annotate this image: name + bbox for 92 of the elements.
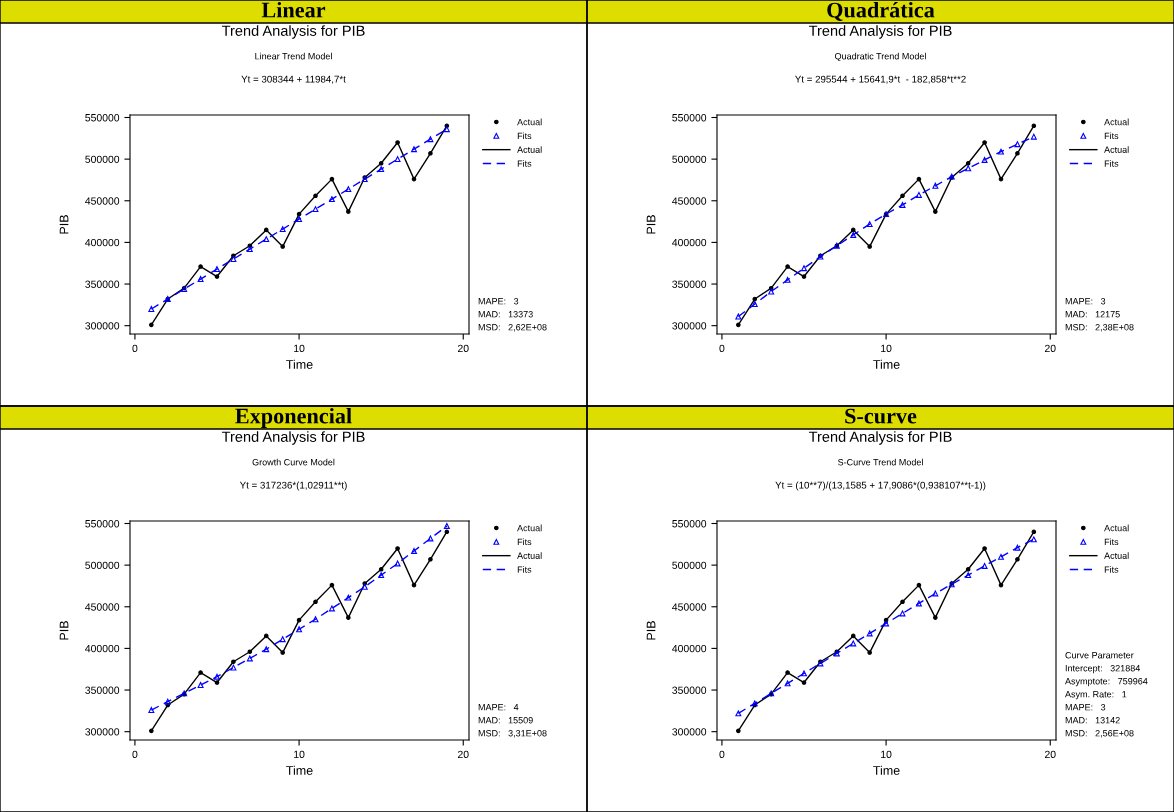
y-axis-title: PIB xyxy=(59,215,69,234)
y-tick-label: 550000 xyxy=(672,114,707,122)
chart-title: S-curve xyxy=(845,408,917,424)
legend-label: Actual xyxy=(517,118,542,126)
text: Fits xyxy=(1104,160,1119,167)
y-axis-title: PIB xyxy=(646,621,656,640)
text: Yt = 295544 + 15641,9*t - 182,858*t**2 xyxy=(795,75,966,84)
text: Asymptote: 759964 xyxy=(1065,678,1148,687)
x-tick-label: 0 xyxy=(132,750,138,759)
y-tick-label: 300000 xyxy=(672,322,707,330)
x-tick-label: 10 xyxy=(294,344,305,353)
y-tick-label: 550000 xyxy=(85,114,120,122)
y-tick-label: 350000 xyxy=(85,280,120,288)
text: Fits xyxy=(517,566,532,573)
chart-subtitle: Trend Analysis for PIB xyxy=(808,431,952,445)
text: MAD: 15509 xyxy=(478,717,533,724)
y-tick-label: 500000 xyxy=(672,155,707,164)
text: Intercept: 321884 xyxy=(1065,665,1141,674)
legend-label: Fits xyxy=(1104,538,1119,546)
y-tick-label: 350000 xyxy=(85,686,120,694)
x-axis-title: Time xyxy=(873,359,900,369)
y-tick-label: 350000 xyxy=(672,280,707,288)
x-axis-title: Time xyxy=(286,359,313,369)
y-tick-label: 550000 xyxy=(85,520,120,528)
y-tick-label: 300000 xyxy=(85,322,120,330)
x-tick-label: 20 xyxy=(1044,750,1056,759)
x-tick-label: 20 xyxy=(1044,344,1056,353)
x-tick-label: 10 xyxy=(881,750,892,759)
text: Actual xyxy=(517,552,542,559)
text: MSD: 2,62E+08 xyxy=(478,324,547,332)
text: S-Curve Trend Model xyxy=(838,458,923,466)
legend-label: Actual xyxy=(1104,524,1129,532)
x-axis-title: Time xyxy=(873,765,900,775)
y-axis-title: PIB xyxy=(59,621,69,640)
text: Yt = (10**7)/(13,1585 + 17,9086*(0,938107**t-1)) xyxy=(775,481,986,491)
x-tick-label: 0 xyxy=(132,344,138,353)
legend-label: Actual xyxy=(517,524,542,532)
y-tick-label: 350000 xyxy=(672,686,707,694)
y-tick-label: 500000 xyxy=(672,561,707,570)
text: Linear Trend Model xyxy=(255,52,332,60)
y-axis-title: PIB xyxy=(646,215,656,234)
text: MSD: 2,38E+08 xyxy=(1065,324,1134,332)
text: Quadratic Trend Model xyxy=(835,52,926,62)
text: MAPE: 3 xyxy=(478,298,519,305)
y-tick-label: 450000 xyxy=(85,603,120,611)
x-tick-label: 10 xyxy=(881,344,892,353)
x-tick-label: 20 xyxy=(457,750,469,759)
y-tick-label: 500000 xyxy=(85,155,120,164)
x-tick-label: 0 xyxy=(719,344,725,353)
y-tick-label: 400000 xyxy=(85,238,120,247)
text: MSD: 3,31E+08 xyxy=(478,730,547,738)
y-tick-label: 300000 xyxy=(672,728,707,736)
y-tick-label: 450000 xyxy=(85,197,120,205)
y-tick-label: 400000 xyxy=(85,644,120,653)
chart-title: Exponencial xyxy=(235,407,352,429)
text: Curve Parameter xyxy=(1065,652,1134,659)
text: Yt = 308344 + 11984,7*t xyxy=(241,75,346,84)
chart-subtitle: Trend Analysis for PIB xyxy=(221,25,365,39)
x-tick-label: 10 xyxy=(294,750,305,759)
chart-title: Quadrática xyxy=(827,1,935,21)
text: Actual xyxy=(517,146,542,153)
text: MAD: 13142 xyxy=(1065,717,1120,724)
text: MAD: 13373 xyxy=(478,311,533,318)
y-tick-label: 450000 xyxy=(672,197,707,205)
text: MAPE: 3 xyxy=(1065,298,1106,305)
y-tick-label: 500000 xyxy=(85,561,120,570)
text: Fits xyxy=(1104,566,1119,573)
y-tick-label: 450000 xyxy=(672,603,707,611)
text: MAD: 12175 xyxy=(1065,311,1120,318)
x-tick-label: 20 xyxy=(457,344,469,353)
text: Actual xyxy=(1104,552,1129,559)
legend-label: Fits xyxy=(517,132,532,140)
y-tick-label: 300000 xyxy=(85,728,120,736)
y-tick-label: 400000 xyxy=(672,644,707,653)
chart-subtitle: Trend Analysis for PIB xyxy=(221,431,365,445)
y-tick-label: 400000 xyxy=(672,238,707,247)
text: Growth Curve Model xyxy=(252,458,335,466)
text: Fits xyxy=(517,160,532,167)
legend-label: Actual xyxy=(1104,118,1129,126)
text: MAPE: 3 xyxy=(1065,704,1106,711)
legend-label: Fits xyxy=(1104,132,1119,140)
text: MSD: 2,56E+08 xyxy=(1065,730,1134,738)
chart-title: Linear xyxy=(261,1,326,18)
y-tick-label: 550000 xyxy=(672,520,707,528)
text: Actual xyxy=(1104,146,1129,153)
legend-label: Fits xyxy=(517,538,532,546)
text: MAPE: 4 xyxy=(478,704,519,711)
x-tick-label: 0 xyxy=(719,750,725,759)
x-axis-title: Time xyxy=(286,765,313,775)
chart-subtitle: Trend Analysis for PIB xyxy=(808,25,952,39)
text: Asym. Rate: 1 xyxy=(1065,691,1127,700)
text: Yt = 317236*(1,02911**t) xyxy=(239,481,347,491)
